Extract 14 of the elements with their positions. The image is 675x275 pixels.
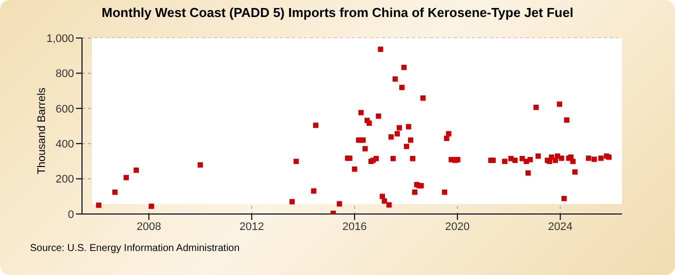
y-axis-title: Thousand Barrels <box>36 88 48 174</box>
x-tick-label: 2020 <box>445 220 470 233</box>
y-tick-label: 0 <box>68 208 74 221</box>
x-tick-label: 2008 <box>136 220 162 233</box>
x-tick-label: 2016 <box>342 220 367 233</box>
y-tick-label: 1,000 <box>46 32 74 45</box>
source-note: Source: U.S. Energy Information Administration <box>30 243 240 254</box>
y-tick-label: 600 <box>56 103 74 116</box>
chart-title: Monthly West Coast (PADD 5) Imports from China of Kerosene-Type Jet Fuel <box>100 5 574 20</box>
y-tick-label: 200 <box>56 174 74 186</box>
y-tick-label: 400 <box>56 138 74 151</box>
x-tick-label: 2012 <box>239 220 264 233</box>
x-tick-label: 2024 <box>548 220 573 233</box>
y-tick-label: 800 <box>56 68 74 80</box>
